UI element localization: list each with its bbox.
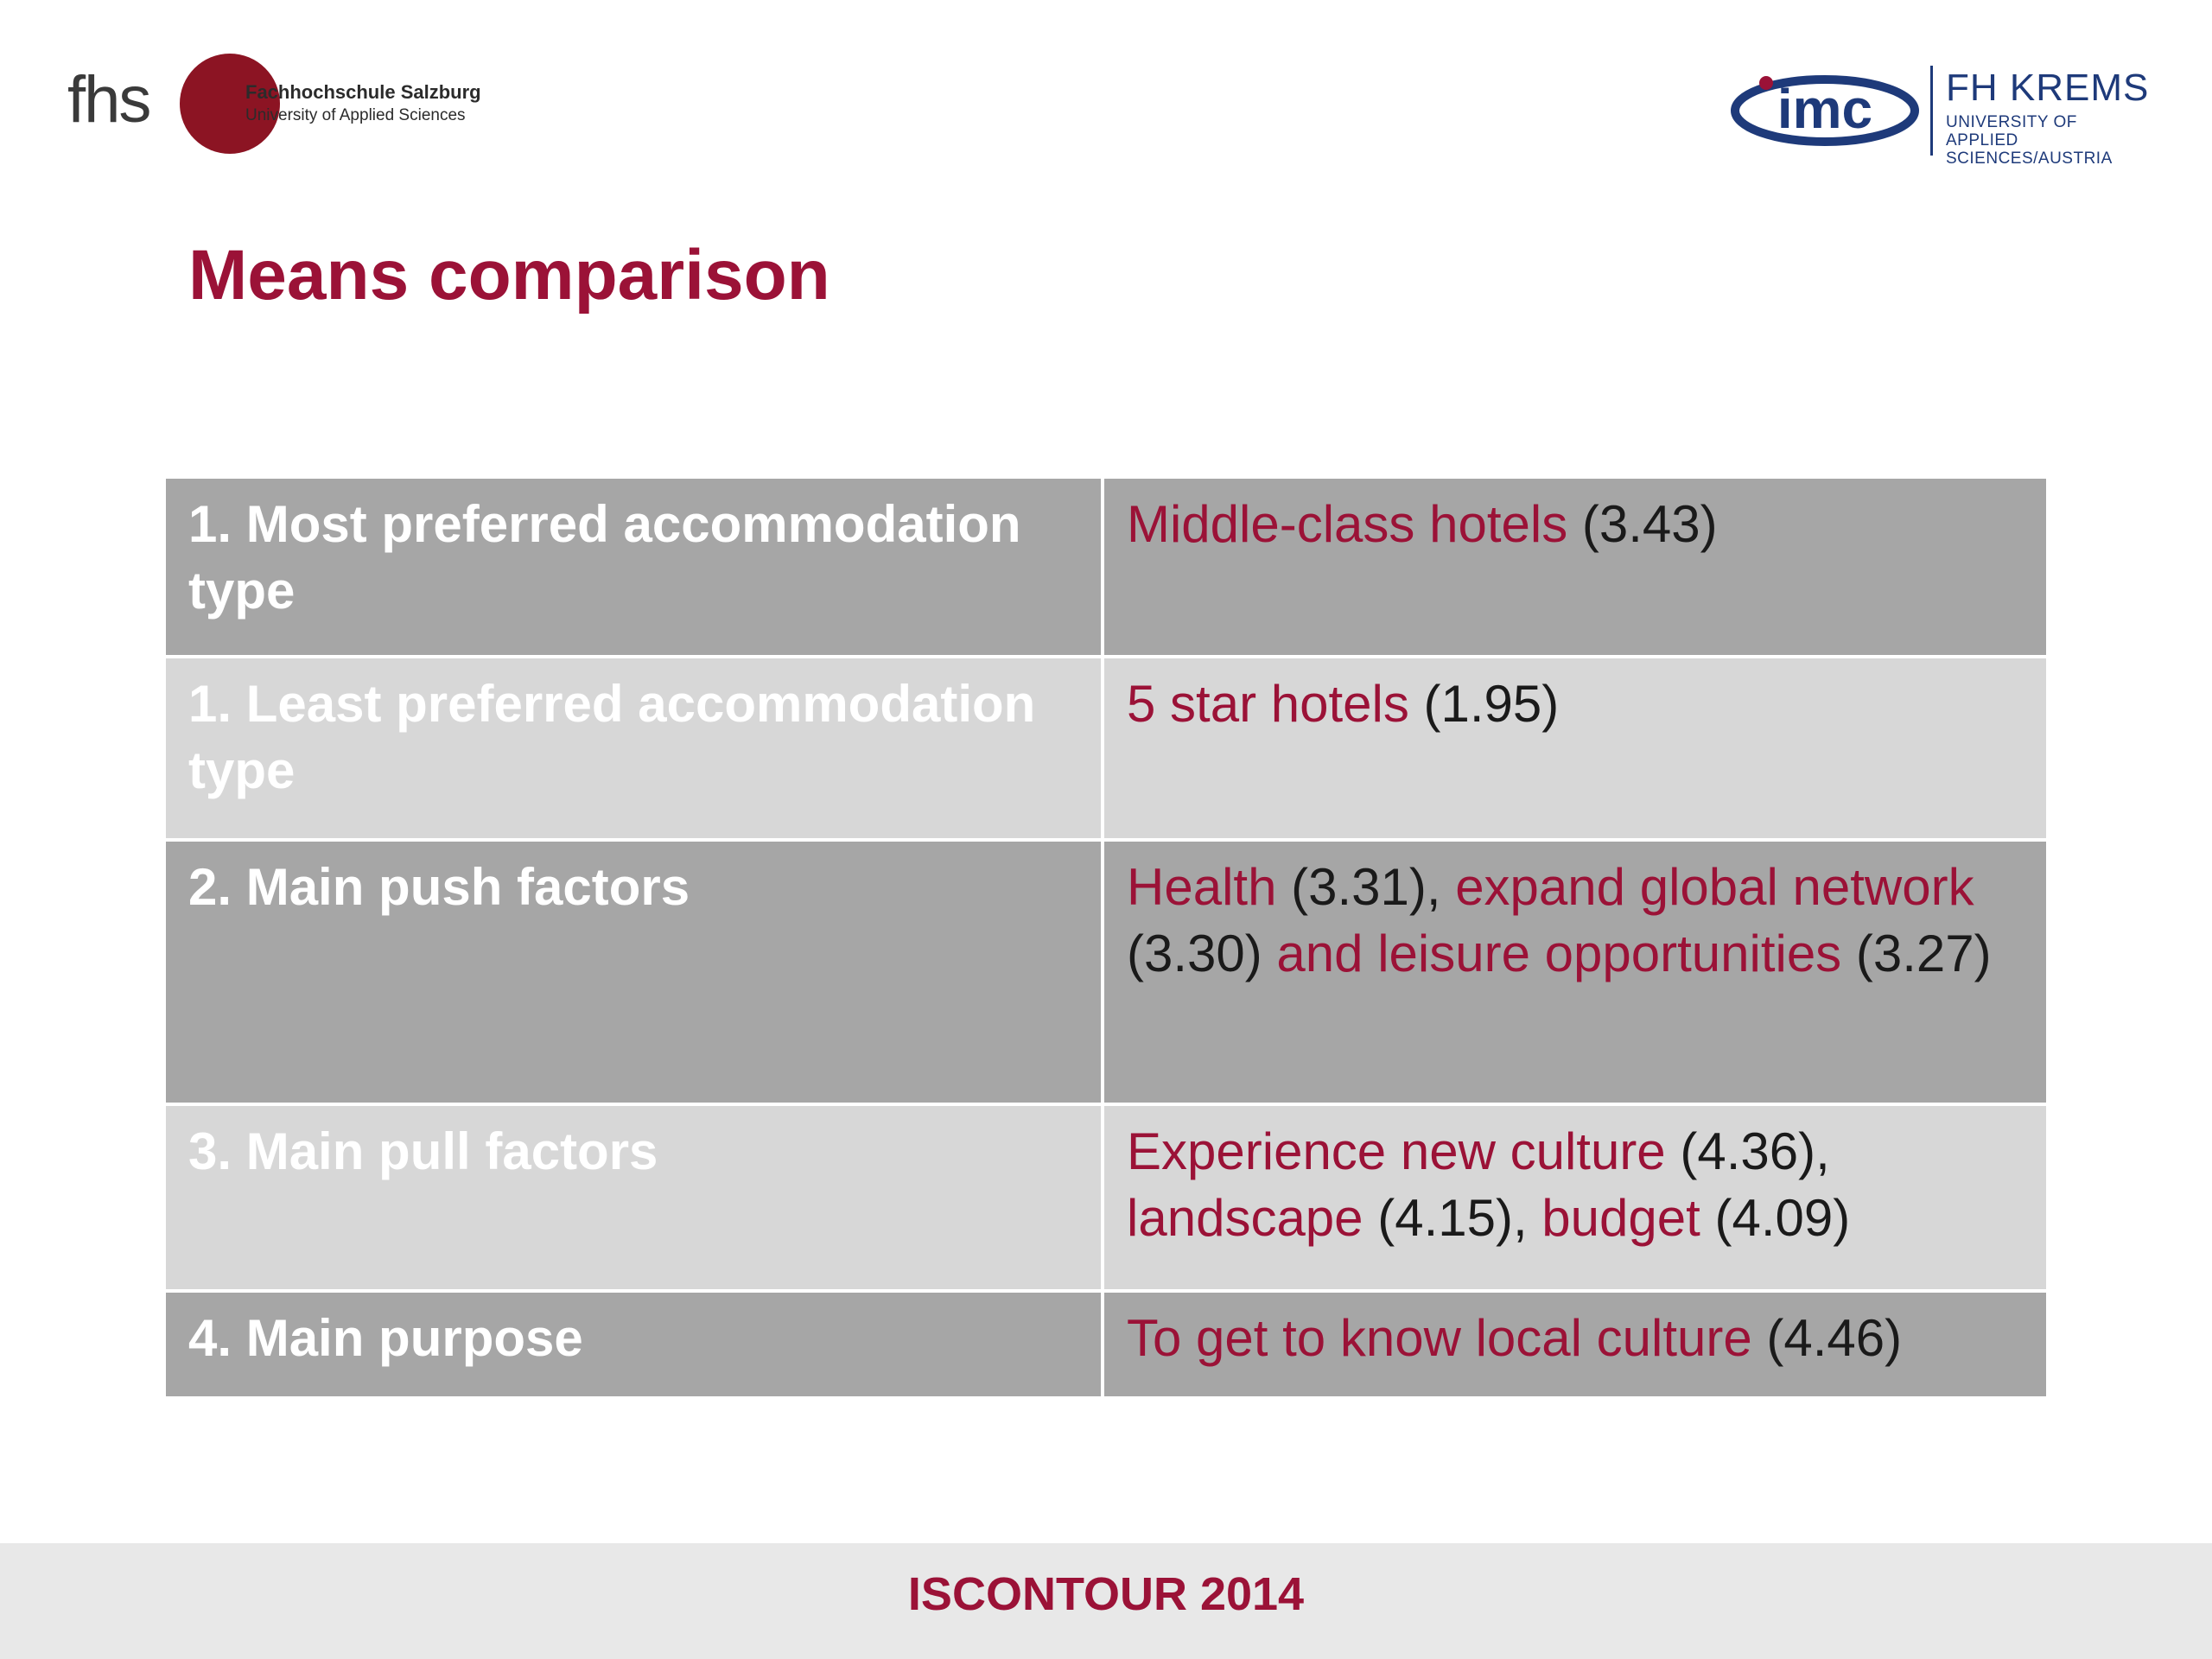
- value-score: (3.43): [1567, 495, 1718, 553]
- page-title: Means comparison: [188, 236, 830, 315]
- row-value: 5 star hotels (1.95): [1104, 658, 2046, 838]
- footer-bar: [0, 1543, 2212, 1659]
- value-highlight: and leisure opportunities: [1276, 925, 1842, 982]
- table-row: 1. Least preferred accommodation type 5 …: [166, 658, 2046, 842]
- value-score: (3.27): [1841, 925, 1992, 982]
- row-label: 1. Most preferred accommodation type: [166, 479, 1104, 655]
- table-row: 1. Most preferred accommodation type Mid…: [166, 479, 2046, 658]
- value-highlight: Health: [1127, 858, 1277, 916]
- fhs-logo-letters: fhs: [67, 63, 151, 137]
- value-score: (3.31),: [1276, 858, 1456, 916]
- fhs-logo: fhs Fachhochschule Salzburg University o…: [67, 48, 491, 161]
- row-value: Experience new culture (4.36), landscape…: [1104, 1106, 2046, 1289]
- value-score: (4.15),: [1363, 1189, 1542, 1247]
- footer-text: ISCONTOUR 2014: [907, 1568, 1305, 1620]
- value-score: (4.09): [1700, 1189, 1851, 1247]
- value-score: (4.46): [1751, 1309, 1903, 1367]
- value-highlight: expand global network: [1455, 858, 1974, 916]
- row-value: Health (3.31), expand global network (3.…: [1104, 842, 2046, 1103]
- value-highlight: budget: [1541, 1189, 1700, 1247]
- row-label: 1. Least preferred accommodation type: [166, 658, 1104, 838]
- imc-logo-divider: [1930, 66, 1933, 156]
- fhs-logo-circle-icon: [128, 54, 297, 154]
- imc-logo-name: FH KREMS: [1946, 67, 2150, 109]
- value-highlight: Middle-class hotels: [1127, 495, 1568, 553]
- imc-logo: imc FH KREMS UNIVERSITY OF APPLIED SCIEN…: [1728, 60, 2148, 168]
- table-row: 2. Main push factors Health (3.31), expa…: [166, 842, 2046, 1106]
- value-score: (4.36),: [1665, 1122, 1830, 1180]
- row-label: 4. Main purpose: [166, 1293, 1104, 1396]
- comparison-table: 1. Most preferred accommodation type Mid…: [166, 479, 2046, 1396]
- fhs-logo-subtitle: University of Applied Sciences: [245, 106, 466, 124]
- row-label: 3. Main pull factors: [166, 1106, 1104, 1289]
- value-highlight: Experience new culture: [1127, 1122, 1666, 1180]
- imc-logo-subtitle: UNIVERSITY OF APPLIED SCIENCES/AUSTRIA: [1946, 113, 2113, 168]
- fhs-logo-name: Fachhochschule Salzburg: [245, 81, 481, 103]
- value-highlight: 5 star hotels: [1127, 675, 1409, 733]
- row-value: Middle-class hotels (3.43): [1104, 479, 2046, 655]
- value-score: (1.95): [1408, 675, 1560, 733]
- table-row: 4. Main purpose To get to know local cul…: [166, 1293, 2046, 1396]
- imc-logo-mark-icon: imc: [1728, 71, 1927, 150]
- value-highlight: landscape: [1127, 1189, 1363, 1247]
- value-highlight: To get to know local culture: [1127, 1309, 1752, 1367]
- value-score: (3.30): [1127, 925, 1277, 982]
- row-value: To get to know local culture (4.46): [1104, 1293, 2046, 1396]
- imc-logo-mark-text: imc: [1777, 78, 1872, 140]
- row-label: 2. Main push factors: [166, 842, 1104, 1103]
- table-row: 3. Main pull factors Experience new cult…: [166, 1106, 2046, 1293]
